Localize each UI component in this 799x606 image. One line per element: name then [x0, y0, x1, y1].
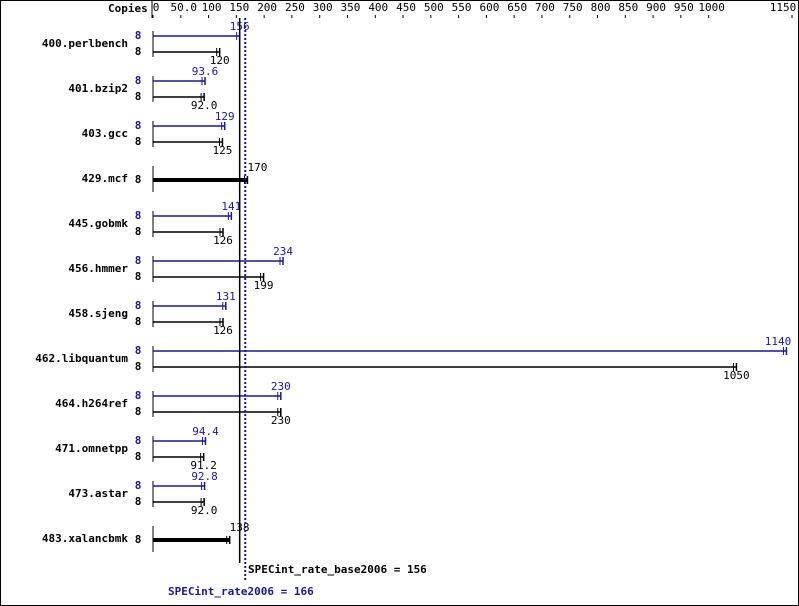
value-label: 1140	[765, 335, 792, 348]
value-label: 92.8	[191, 470, 218, 483]
x-tick-label: 100	[202, 1, 222, 14]
copies-label: 8	[135, 225, 142, 238]
benchmark-label: 458.sjeng	[68, 307, 128, 320]
x-tick-label: 450	[396, 1, 416, 14]
benchmark-label: 403.gcc	[82, 127, 128, 140]
copies-label: 8	[135, 173, 142, 186]
benchmark-label: 464.h264ref	[55, 397, 128, 410]
copies-label: 8	[135, 254, 142, 267]
x-tick-label: 200	[257, 1, 277, 14]
x-tick-label: 800	[591, 1, 611, 14]
copies-label: 8	[135, 389, 142, 402]
value-label: 92.0	[191, 99, 218, 112]
copies-label: 8	[135, 90, 142, 103]
x-tick-label: 350	[341, 1, 361, 14]
copies-label: 8	[135, 74, 142, 87]
copies-label: 8	[135, 344, 142, 357]
value-label: 234	[273, 245, 293, 258]
x-tick-label: 750	[563, 1, 583, 14]
benchmark-label: 445.gobmk	[68, 217, 128, 230]
benchmark-label: 456.hmmer	[68, 262, 128, 275]
value-label: 126	[213, 324, 233, 337]
benchmark-label: 473.astar	[68, 487, 128, 500]
x-tick-label: 900	[646, 1, 666, 14]
x-tick-label: 550	[452, 1, 472, 14]
benchmark-label: 462.libquantum	[35, 352, 128, 365]
value-label: 126	[213, 234, 233, 247]
x-tick-label: 950	[674, 1, 694, 14]
copies-label: 8	[135, 450, 142, 463]
benchmark-label: 471.omnetpp	[55, 442, 128, 455]
x-tick-label: 300	[313, 1, 333, 14]
value-label: 1050	[723, 369, 750, 382]
x-tick-label: 650	[507, 1, 527, 14]
value-label: 92.0	[191, 504, 218, 517]
x-tick-label: 850	[618, 1, 638, 14]
copies-label: 8	[135, 135, 142, 148]
copies-label: 8	[135, 405, 142, 418]
value-label: 91.2	[190, 459, 217, 472]
copies-label: 8	[135, 360, 142, 373]
x-tick-label: 1150	[770, 1, 797, 14]
x-tick-label: 400	[368, 1, 388, 14]
value-label: 230	[271, 380, 291, 393]
copies-label: 8	[135, 495, 142, 508]
copies-label: 8	[135, 533, 142, 546]
value-label: 120	[210, 54, 230, 67]
value-label: 129	[215, 110, 235, 123]
value-label: 230	[271, 414, 291, 427]
x-tick-label: 50.0	[171, 1, 198, 14]
benchmark-label: 483.xalancbmk	[42, 532, 128, 545]
x-tick-label: 250	[285, 1, 305, 14]
benchmark-label: 401.bzip2	[68, 82, 128, 95]
value-label: 94.4	[192, 425, 219, 438]
copies-label: 8	[135, 29, 142, 42]
value-label: 170	[247, 161, 267, 174]
copies-label: 8	[135, 209, 142, 222]
value-label: 93.6	[192, 65, 219, 78]
copies-label: 8	[135, 299, 142, 312]
value-label: 199	[254, 279, 274, 292]
copies-header: Copies	[108, 2, 148, 15]
reference-label: SPECint_rate_base2006 = 156	[248, 563, 427, 576]
value-label: 125	[213, 144, 233, 157]
benchmark-label: 429.mcf	[82, 172, 128, 185]
copies-label: 8	[135, 315, 142, 328]
x-tick-label: 150	[229, 1, 249, 14]
value-label: 131	[216, 290, 236, 303]
copies-label: 8	[135, 270, 142, 283]
reference-label: SPECint_rate2006 = 166	[168, 585, 314, 598]
x-tick-label: 1000	[698, 1, 725, 14]
x-tick-label: 0	[153, 1, 160, 14]
x-tick-label: 500	[424, 1, 444, 14]
copies-label: 8	[135, 45, 142, 58]
copies-label: 8	[135, 479, 142, 492]
copies-label: 8	[135, 119, 142, 132]
x-tick-label: 600	[479, 1, 499, 14]
benchmark-label: 400.perlbench	[42, 37, 128, 50]
copies-label: 8	[135, 434, 142, 447]
x-tick-label: 700	[535, 1, 555, 14]
value-label: 141	[221, 200, 241, 213]
